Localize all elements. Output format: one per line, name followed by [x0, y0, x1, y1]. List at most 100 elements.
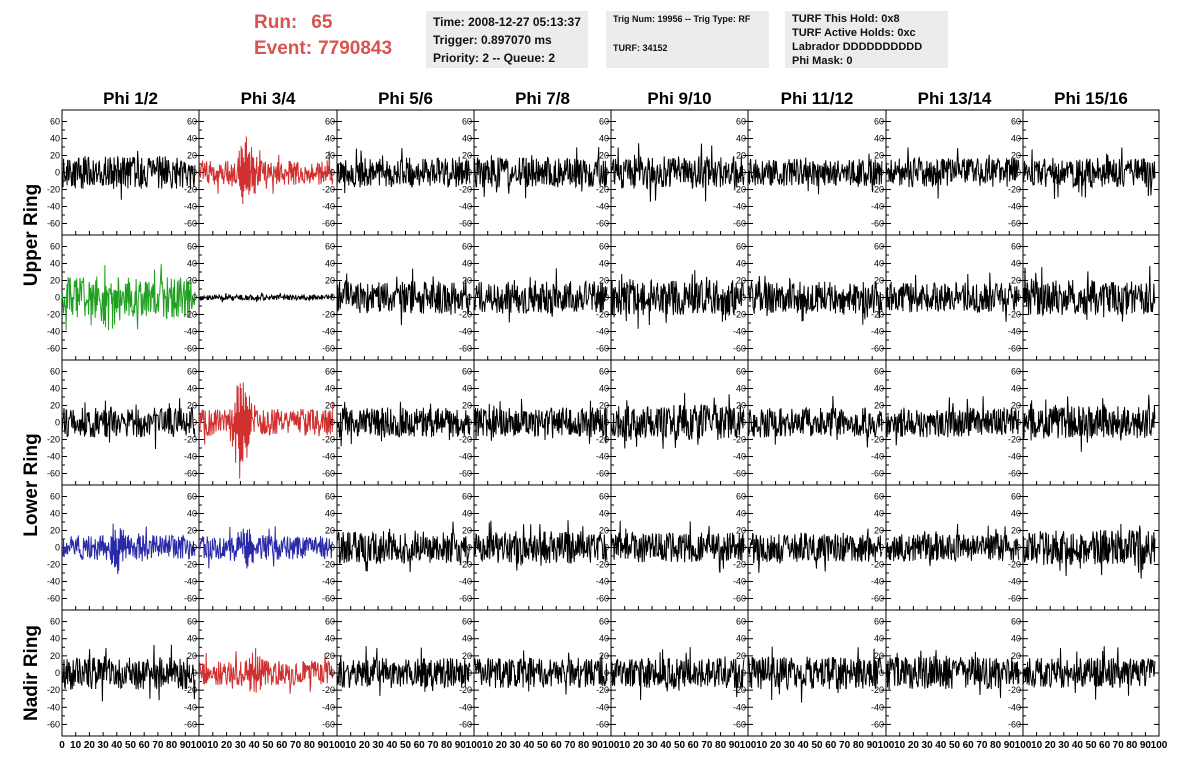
x-tick-label: 100 — [740, 740, 757, 751]
y-tick-label: 0 — [330, 543, 335, 553]
y-tick-label: 0 — [879, 543, 884, 553]
y-tick-label: 40 — [1011, 384, 1021, 394]
y-tick-label: 40 — [187, 384, 197, 394]
y-tick-label: 40 — [187, 259, 197, 269]
y-tick-label: -40 — [733, 327, 746, 337]
waveform-panel: -60 -40 -20 0 20 40 60 — [184, 609, 338, 737]
y-tick-label: -40 — [184, 702, 197, 712]
trig-num-text: Trig Num: 19956 -- Trig Type: RF — [613, 14, 751, 24]
y-tick-label: -20 — [322, 685, 335, 695]
turf-active-holds-text: TURF Active Holds: 0xc — [792, 27, 916, 39]
y-tick-label: -60 — [47, 344, 60, 354]
waveform-trace — [473, 520, 608, 571]
y-tick-label: -20 — [871, 685, 884, 695]
y-tick-label: 0 — [330, 668, 335, 678]
y-tick-label: 60 — [462, 242, 472, 252]
y-tick-label: 0 — [467, 668, 472, 678]
x-tick-label: 50 — [537, 740, 549, 751]
y-tick-label: -40 — [733, 577, 746, 587]
y-tick-label: -20 — [871, 560, 884, 570]
y-tick-label: -60 — [596, 469, 609, 479]
waveform-panel: -60 -40 -20 0 20 40 60 — [184, 484, 338, 611]
y-tick-label: 40 — [50, 634, 60, 644]
y-tick-label: -40 — [1008, 452, 1021, 462]
y-tick-label: 40 — [736, 634, 746, 644]
waveform-trace — [61, 523, 196, 575]
y-tick-label: 40 — [187, 134, 197, 144]
y-tick-label: 20 — [1011, 401, 1021, 411]
y-tick-label: -20 — [322, 560, 335, 570]
x-tick-label: 20 — [770, 740, 782, 751]
y-tick-label: -40 — [47, 327, 60, 337]
x-tick-label: 60 — [688, 740, 700, 751]
y-tick-label: 60 — [325, 117, 335, 127]
y-tick-label: 0 — [604, 293, 609, 303]
y-tick-label: 0 — [741, 293, 746, 303]
y-tick-label: 60 — [187, 117, 197, 127]
x-tick-label: 80 — [166, 740, 178, 751]
y-tick-label: 40 — [325, 259, 335, 269]
waveform-trace — [747, 646, 883, 703]
y-tick-label: -40 — [459, 577, 472, 587]
y-tick-label: 0 — [192, 543, 197, 553]
y-tick-label: 40 — [50, 509, 60, 519]
waveform-trace — [747, 153, 883, 195]
y-tick-label: 0 — [741, 668, 746, 678]
y-tick-label: -20 — [184, 185, 197, 195]
x-tick-label: 40 — [660, 740, 672, 751]
y-tick-label: 0 — [55, 668, 60, 678]
y-tick-label: 60 — [736, 117, 746, 127]
waveform-panel: -60 -40 -20 0 20 40 60 — [47, 109, 200, 236]
y-tick-label: -60 — [596, 344, 609, 354]
y-tick-label: 60 — [187, 367, 197, 377]
waveform-trace — [473, 268, 608, 323]
waveform-trace — [61, 264, 196, 331]
y-tick-label: 20 — [1011, 151, 1021, 161]
y-tick-label: -20 — [322, 185, 335, 195]
y-tick-label: 0 — [1016, 668, 1021, 678]
y-tick-label: -40 — [184, 577, 197, 587]
y-tick-label: -60 — [47, 219, 60, 229]
x-tick-label: 80 — [441, 740, 453, 751]
y-tick-label: 60 — [325, 492, 335, 502]
x-tick-label: 50 — [674, 740, 686, 751]
y-tick-label: 60 — [874, 117, 884, 127]
waveform-panel: -60 -40 -20 0 20 40 60 — [871, 609, 1024, 737]
y-tick-label: 60 — [599, 367, 609, 377]
waveform-panel: -60 -40 -20 0 20 40 60 — [1008, 109, 1160, 236]
x-tick-label: 50 — [125, 740, 137, 751]
y-tick-label: -60 — [1008, 594, 1021, 604]
x-tick-label: 70 — [564, 740, 576, 751]
y-tick-label: -20 — [596, 560, 609, 570]
y-tick-label: -40 — [733, 702, 746, 712]
waveform-panel: -60 -40 -20 0 20 40 60 — [459, 484, 612, 611]
x-tick-label: 40 — [798, 740, 810, 751]
y-tick-label: -20 — [596, 435, 609, 445]
y-tick-label: -40 — [1008, 327, 1021, 337]
y-tick-label: 60 — [736, 367, 746, 377]
x-tick-label: 100 — [878, 740, 895, 751]
waveform-trace — [1022, 265, 1156, 322]
row-label: Lower Ring — [21, 433, 42, 536]
y-tick-label: -20 — [1008, 560, 1021, 570]
y-tick-label: -60 — [322, 594, 335, 604]
y-tick-label: 20 — [50, 651, 60, 661]
y-tick-label: -40 — [322, 327, 335, 337]
y-tick-label: 40 — [462, 384, 472, 394]
x-tick-label: 50 — [262, 740, 274, 751]
x-tick-label: 100 — [1015, 740, 1032, 751]
y-tick-label: -60 — [733, 219, 746, 229]
x-tick-label: 50 — [811, 740, 823, 751]
y-tick-label: 0 — [879, 168, 884, 178]
waveform-trace — [198, 526, 334, 569]
y-tick-label: 40 — [325, 509, 335, 519]
y-tick-label: 60 — [1011, 242, 1021, 252]
waveform-panel: -60 -40 -20 0 20 40 60 — [1008, 484, 1160, 611]
y-tick-label: -60 — [459, 469, 472, 479]
y-tick-label: 60 — [462, 367, 472, 377]
waveform-trace — [610, 270, 745, 329]
waveform-panel: -60 -40 -20 0 20 40 60 — [733, 609, 887, 737]
y-tick-label: 0 — [55, 293, 60, 303]
waveform-panel: -60 -40 -20 0 20 40 60 — [733, 234, 887, 361]
run-value: 65 — [311, 12, 333, 33]
